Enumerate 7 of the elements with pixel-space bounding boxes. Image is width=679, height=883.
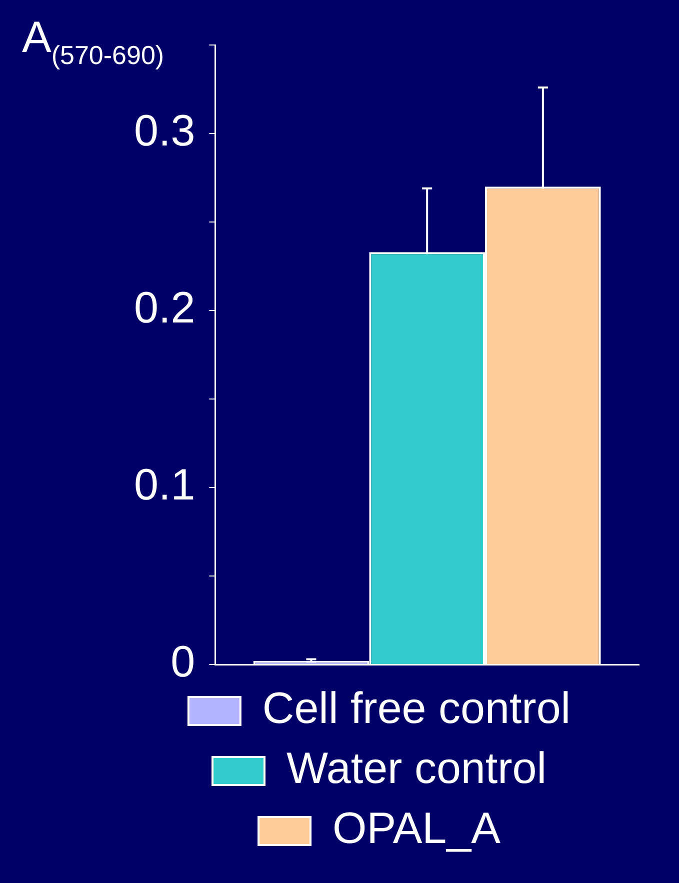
legend-label: Cell free control bbox=[262, 684, 571, 734]
legend-label: Water control bbox=[286, 744, 547, 794]
y-tick-label: 0.3 bbox=[134, 106, 196, 156]
legend-label: OPAL_A bbox=[332, 804, 502, 854]
y-tick-label: 0.1 bbox=[134, 460, 196, 510]
y-tick-label: 0 bbox=[170, 638, 196, 687]
y-tick-label: 0.2 bbox=[134, 284, 196, 333]
